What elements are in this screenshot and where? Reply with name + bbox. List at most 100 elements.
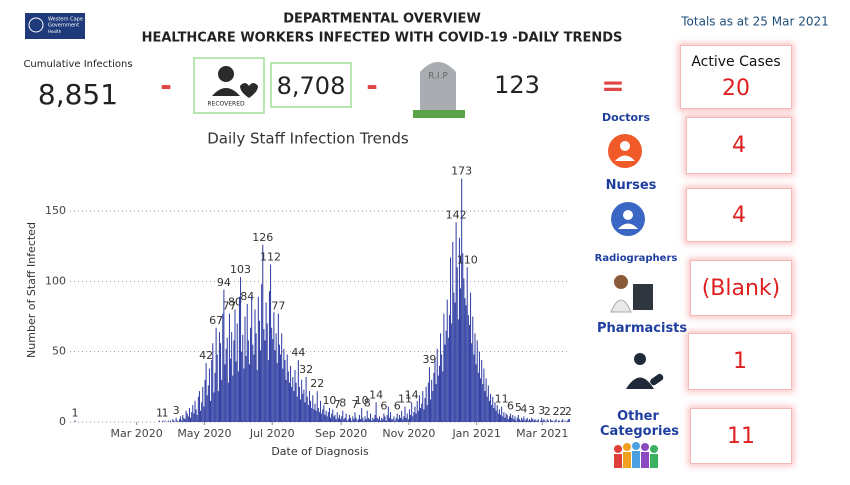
bar <box>167 420 169 422</box>
data-label: 14 <box>369 388 383 401</box>
bar <box>544 420 546 422</box>
bar <box>424 398 426 422</box>
x-tick-label: Sep 2020 <box>315 427 367 440</box>
bar <box>524 420 526 422</box>
bar <box>378 416 380 422</box>
icon <box>623 210 633 220</box>
bar <box>205 362 207 422</box>
bar <box>375 402 377 422</box>
bar <box>482 384 484 422</box>
icon <box>633 284 653 310</box>
bar <box>200 410 202 422</box>
bar <box>223 289 225 422</box>
operator: - <box>160 69 172 102</box>
data-label: 6 <box>507 400 514 413</box>
x-tick-label: Jul 2020 <box>249 427 295 440</box>
bar <box>194 400 196 422</box>
bar <box>283 348 285 422</box>
x-tick-label: Nov 2020 <box>382 427 435 440</box>
bar <box>507 419 509 422</box>
icon-label: RECOVERED <box>207 101 245 108</box>
kpi-value: 123 <box>494 71 540 99</box>
bar <box>172 419 174 422</box>
bar <box>510 413 512 422</box>
bar <box>456 267 458 422</box>
bar <box>277 313 279 422</box>
bar <box>335 419 337 422</box>
data-label: 7 <box>334 398 341 411</box>
bar <box>512 414 514 422</box>
bar <box>234 309 236 422</box>
people-icon <box>614 442 658 468</box>
bar <box>496 405 498 422</box>
bar <box>182 414 184 422</box>
bar <box>428 367 430 422</box>
bar <box>358 414 360 422</box>
data-label: 39 <box>422 353 436 366</box>
bar <box>207 385 209 422</box>
radiographer-icon <box>614 275 628 289</box>
bar <box>478 351 480 422</box>
active-card: Active Cases 20 <box>680 45 792 109</box>
bar <box>481 360 483 422</box>
bar <box>431 379 433 422</box>
data-label: 8 <box>339 397 346 410</box>
bar <box>530 420 532 422</box>
data-label: 3 <box>528 404 535 417</box>
grass <box>413 110 465 118</box>
bar <box>515 420 517 422</box>
bar <box>483 368 485 422</box>
icon <box>620 141 630 151</box>
bar <box>540 420 542 422</box>
bar <box>258 320 260 422</box>
active-value: 20 <box>722 75 750 101</box>
category-value: 11 <box>727 423 755 449</box>
bar <box>430 399 432 422</box>
bar <box>296 396 298 422</box>
bar <box>317 407 319 422</box>
bar <box>344 417 346 422</box>
bar <box>294 369 296 422</box>
bar <box>415 413 417 422</box>
bar <box>533 420 535 422</box>
data-label: 2 <box>559 405 566 418</box>
bar <box>391 419 393 422</box>
bar <box>480 378 482 422</box>
bar <box>443 313 445 422</box>
category-label: Nurses <box>605 178 657 193</box>
bar <box>433 372 435 422</box>
title: HEALTHCARE WORKERS INFECTED WITH COVID-1… <box>142 31 623 46</box>
bar <box>371 420 373 422</box>
bar <box>493 407 495 422</box>
data-label: 7 <box>352 398 359 411</box>
bar <box>397 419 399 422</box>
bar <box>310 400 312 422</box>
bar <box>354 412 356 422</box>
icon-label: R.I.P <box>428 72 448 82</box>
bar <box>513 419 515 422</box>
title: DEPARTMENTAL OVERVIEW <box>283 12 481 27</box>
data-label: 126 <box>252 231 273 244</box>
bar <box>237 371 239 422</box>
bar <box>407 419 409 422</box>
bar <box>464 298 466 422</box>
bar <box>387 406 389 422</box>
bar <box>215 327 217 422</box>
x-tick-label: May 2020 <box>177 427 231 440</box>
bar <box>555 419 557 422</box>
bar <box>201 402 203 422</box>
data-label: 22 <box>310 377 324 390</box>
bar <box>495 410 497 422</box>
bar <box>170 420 172 422</box>
bar <box>426 405 428 422</box>
bar <box>410 414 412 422</box>
bar <box>332 409 334 422</box>
bar <box>562 419 564 422</box>
bar <box>500 414 502 422</box>
bar <box>511 417 513 422</box>
bar <box>458 237 460 422</box>
category-value: (Blank) <box>701 275 781 301</box>
bar <box>248 364 250 422</box>
bar <box>516 417 518 422</box>
